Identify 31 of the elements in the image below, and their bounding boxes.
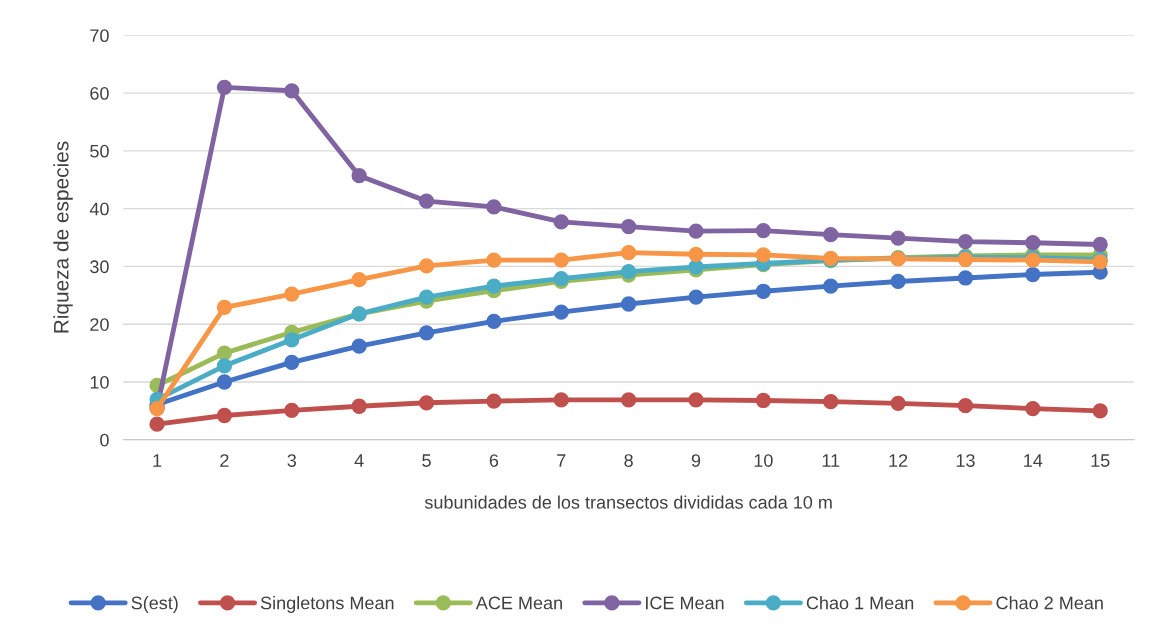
y-tick-label: 20 [90,318,109,331]
y-axis-title: Riqueza de especies [53,141,73,333]
x-tick-label: 4 [354,454,364,467]
x-tick-label: 14 [1024,454,1043,467]
y-tick-label: 70 [90,29,109,43]
x-tick-label: 1 [153,454,162,467]
y-tick-label: 60 [90,87,109,100]
x-tick-label: 15 [1091,454,1110,467]
x-tick-label: 10 [754,454,773,467]
y-tick-label: 10 [90,375,109,389]
legend-label: Chao 2 Mean [996,596,1103,610]
x-tick-label: 8 [624,454,633,467]
y-tick-label: 40 [89,202,109,216]
x-tick-label: 13 [956,454,975,467]
legend-label: ICE Mean [646,596,724,610]
legend-label: S(est) [131,596,178,613]
legend-label: Chao 1 Mean [806,596,914,610]
x-tick-label: 11 [822,454,840,467]
x-tick-label: 6 [489,454,499,467]
y-tick-label: 50 [90,144,109,158]
y-tick-label: 30 [90,260,109,274]
x-tick-label: 9 [691,454,701,467]
x-tick-label: 5 [422,454,431,467]
legend-label: ACE Mean [475,596,562,610]
x-tick-label: 12 [889,454,908,467]
legend-label: Singletons Mean [260,596,394,613]
y-tick-label: 0 [100,433,109,447]
x-axis-title: subunidades de los transectos divididas cada 10 m [424,495,832,509]
x-tick-label: 7 [557,454,566,467]
x-tick-label: 2 [220,454,229,467]
x-tick-label: 3 [287,454,297,467]
